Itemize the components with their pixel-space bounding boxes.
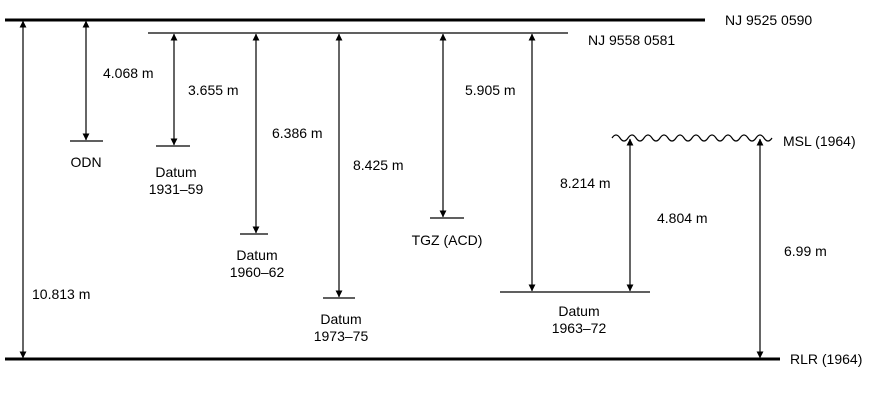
msl-label: MSL (1964)	[783, 133, 856, 149]
label-nj9525-odn: 4.068 m	[103, 65, 154, 81]
label-rlr-msl: 6.99 m	[784, 243, 827, 259]
label-d1963-msl: 4.804 m	[657, 210, 708, 226]
label-nj9558-d1931: 3.655 m	[188, 82, 239, 98]
d1973-label-line2: 1973–75	[314, 328, 369, 344]
odn-label: ODN	[70, 154, 101, 170]
label-nj9558-d1973: 8.425 m	[353, 157, 404, 173]
d1931-label-line2: 1931–59	[149, 181, 204, 197]
nj9558-label: NJ 9558 0581	[588, 32, 675, 48]
label-nj9525-rlr: 10.813 m	[32, 286, 90, 302]
msl-wave-line	[611, 134, 773, 142]
nj9525-label: NJ 9525 0590	[725, 12, 812, 28]
label-nj9558-d1963: 8.214 m	[560, 175, 611, 191]
d1960-label-line1: Datum	[236, 247, 277, 263]
d1963-label-line2: 1963–72	[552, 320, 607, 336]
label-nj9558-d1960: 6.386 m	[272, 125, 323, 141]
d1931-label-line1: Datum	[155, 164, 196, 180]
tgz-label: TGZ (ACD)	[412, 232, 483, 248]
d1960-label-line2: 1960–62	[230, 264, 285, 280]
d1973-label-line1: Datum	[320, 311, 361, 327]
rlr-label: RLR (1964)	[790, 351, 862, 367]
label-nj9558-tgz: 5.905 m	[465, 82, 516, 98]
d1963-label-line1: Datum	[558, 303, 599, 319]
